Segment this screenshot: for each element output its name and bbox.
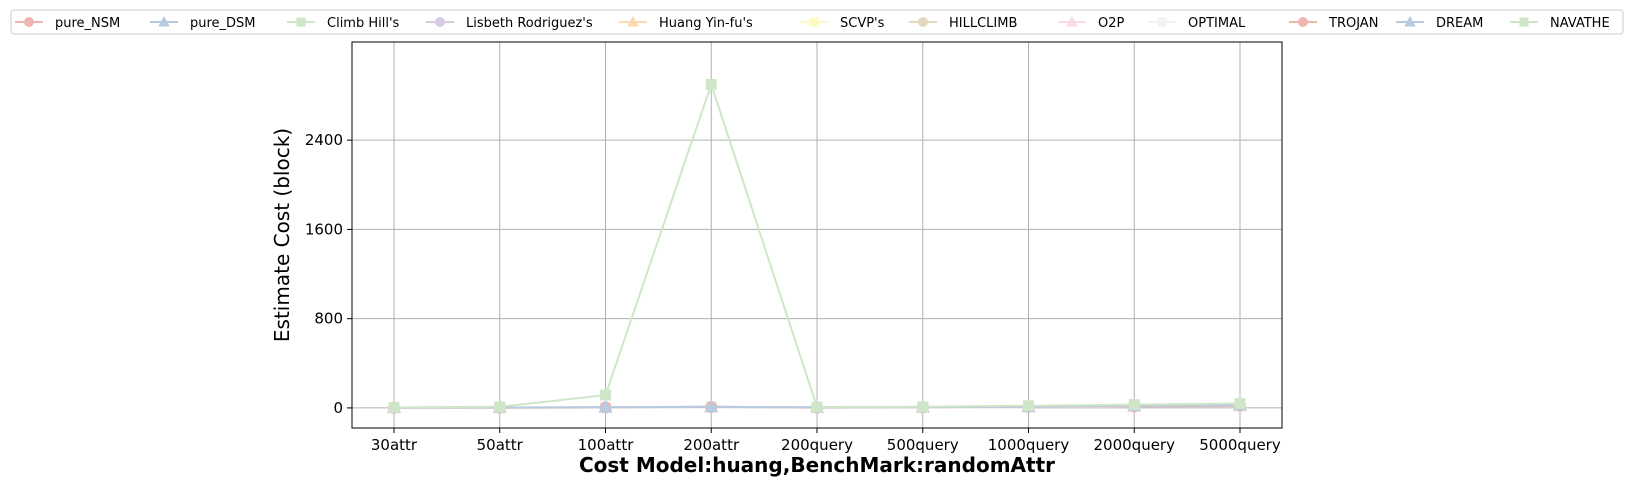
legend-label: pure_NSM xyxy=(55,16,120,31)
data-point xyxy=(705,78,717,90)
legend-marker xyxy=(296,17,306,27)
data-point xyxy=(598,400,613,413)
series-layer xyxy=(387,78,1247,414)
legend-label: Climb Hill's xyxy=(327,16,400,31)
x-tick-label: 2000query xyxy=(1094,436,1176,454)
x-tick-label: 100attr xyxy=(578,436,635,454)
legend-item: Climb Hill's xyxy=(287,16,400,31)
legend-label: OPTIMAL xyxy=(1188,16,1246,31)
y-tick-label: 2400 xyxy=(305,131,343,149)
x-tick-label: 200query xyxy=(781,436,853,454)
legend-marker xyxy=(435,17,445,27)
legend-label: O2P xyxy=(1098,16,1125,31)
data-point xyxy=(704,399,719,413)
legend-marker xyxy=(809,17,819,27)
legend-item: SCVP's xyxy=(800,16,885,31)
data-point xyxy=(917,401,929,413)
legend-label: NAVATHE xyxy=(1550,16,1610,31)
legend-item: OPTIMAL xyxy=(1148,16,1246,31)
legend-item: DREAM xyxy=(1396,16,1483,31)
data-point xyxy=(1234,398,1246,409)
x-tick-label: 1000query xyxy=(988,436,1070,454)
y-axis-label: Estimate Cost (block) xyxy=(270,128,294,342)
data-point xyxy=(1128,399,1140,411)
legend-label: Lisbeth Rodriguez's xyxy=(466,16,593,31)
legend-label: TROJAN xyxy=(1328,16,1378,31)
y-tick-label: 1600 xyxy=(305,220,343,238)
grid-lines xyxy=(352,42,1282,428)
legend-marker xyxy=(24,17,34,27)
legend-marker xyxy=(627,16,639,27)
legend: pure_NSM pure_DSM Climb Hill's Lisbeth Rodr… xyxy=(10,9,1624,35)
legend-item: O2P xyxy=(1058,16,1125,31)
legend-label: HILLCLIMB xyxy=(949,16,1017,31)
legend-item: NAVATHE xyxy=(1510,16,1610,31)
legend-item: Huang Yin-fu's xyxy=(619,16,753,31)
legend-label: DREAM xyxy=(1436,16,1483,31)
legend-item: pure_NSM xyxy=(15,16,120,31)
legend-marker xyxy=(1404,16,1416,27)
legend-item: Lisbeth Rodriguez's xyxy=(426,16,593,31)
legend-item: pure_DSM xyxy=(150,16,256,31)
y-tick-label: 0 xyxy=(333,399,343,417)
y-axis: 0 800 1600 2400 xyxy=(305,131,352,417)
legend-item: HILLCLIMB xyxy=(909,16,1017,31)
data-point xyxy=(1023,400,1034,412)
legend-marker xyxy=(1066,16,1078,27)
data-point xyxy=(811,401,823,413)
x-tick-label: 50attr xyxy=(477,436,524,454)
x-tick-label: 500query xyxy=(887,436,959,454)
legend-marker xyxy=(1519,17,1529,27)
data-point xyxy=(494,401,506,413)
x-axis: 30attr 50attr 100attr 200attr 200query 500que… xyxy=(371,428,1281,454)
legend-label: Huang Yin-fu's xyxy=(659,16,753,31)
data-point xyxy=(388,401,400,413)
series-navathe xyxy=(388,78,1246,413)
x-tick-label: 30attr xyxy=(371,436,418,454)
x-axis-label: Cost Model:huang,BenchMark:randomAttr xyxy=(579,453,1055,477)
legend-marker xyxy=(1157,17,1167,27)
legend-label: SCVP's xyxy=(840,16,885,31)
data-point xyxy=(600,389,611,401)
legend-marker xyxy=(918,17,928,27)
y-tick-label: 800 xyxy=(314,310,343,328)
legend-item: TROJAN xyxy=(1289,16,1378,31)
x-tick-label: 5000query xyxy=(1199,436,1281,454)
legend-marker xyxy=(1298,17,1308,27)
x-tick-label: 200attr xyxy=(683,436,740,454)
legend-label: pure_DSM xyxy=(190,16,256,31)
legend-marker xyxy=(158,16,170,27)
